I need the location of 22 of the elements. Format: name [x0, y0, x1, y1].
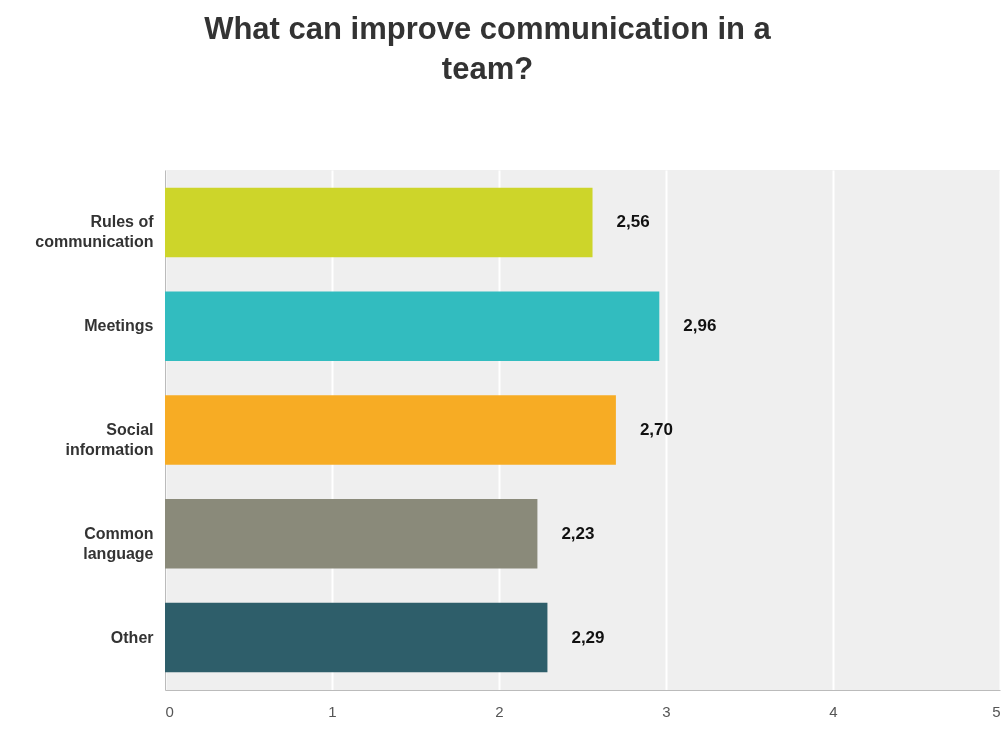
y-tick-label: Meetings [84, 317, 154, 335]
bar [165, 602, 548, 673]
y-tick-label: Common language [83, 524, 154, 562]
bar [165, 187, 593, 258]
data-label: 2,29 [571, 627, 605, 647]
x-tick-label: 2 [495, 702, 504, 720]
x-tick-label: 1 [328, 702, 337, 720]
bar [165, 395, 616, 465]
chart-title: What can improve communication in a team? [204, 11, 772, 86]
x-tick-label: 3 [662, 702, 671, 720]
data-label: 2,56 [616, 212, 650, 232]
bar [165, 291, 660, 361]
y-tick-label: Other [110, 628, 154, 646]
y-tick-label: Rules of communication [35, 213, 155, 251]
y-tick-label: Social information [65, 421, 154, 458]
data-label: 2,96 [683, 316, 717, 336]
bar [165, 499, 538, 569]
x-tick-label: 5 [992, 702, 1001, 720]
x-tick-label: 4 [829, 702, 838, 720]
data-label: 2,70 [639, 420, 673, 439]
x-tick-label: 0 [165, 702, 174, 720]
data-label: 2,23 [561, 523, 595, 543]
